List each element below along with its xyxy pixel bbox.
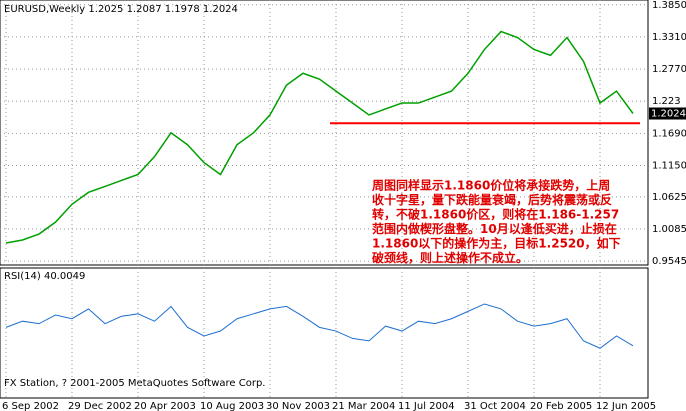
- x-tick-label: 20 Feb 2005: [530, 401, 592, 411]
- last-price: 1.2024: [651, 109, 686, 120]
- x-tick-label: 12 Jun 2005: [596, 401, 656, 411]
- y-tick-label: 1.2770: [652, 64, 686, 75]
- y-tick-label: 1.0085: [652, 224, 686, 235]
- annotation: 转，不破1.1860价区，则将在1.186-1.257: [372, 207, 619, 222]
- y-tick-label: 1.223: [652, 96, 681, 107]
- price-panel: [0, 0, 649, 266]
- annotation: 1.1860以下的操作为主，目标1.2520，如下: [372, 236, 621, 251]
- x-tick-label: 20 Apr 2003: [134, 401, 196, 411]
- annotation: 破颈线，则上述操作不成立。: [372, 250, 528, 265]
- x-tick-label: 11 Jul 2004: [398, 401, 455, 411]
- x-tick-label: 30 Nov 2003: [266, 401, 330, 411]
- y-tick-label: 0.9545: [652, 256, 686, 267]
- rsi-label: RSI(14) 40.0049: [4, 271, 85, 282]
- rsi-line: [5, 303, 634, 349]
- annotation: 收十字星，量下跌能量衰竭，后势将震荡或反: [372, 192, 612, 207]
- y-tick-label: 1.3310: [652, 32, 686, 43]
- x-tick-label: 6 Sep 2002: [2, 401, 59, 411]
- x-tick-label: 31 Oct 2004: [464, 401, 526, 411]
- rsi-panel: [0, 267, 649, 399]
- y-tick-label: 1.3850: [652, 0, 686, 11]
- chart-title: EURUSD,Weekly 1.2025 1.2087 1.1978 1.202…: [4, 4, 238, 15]
- y-tick-label: 1.0625: [652, 192, 686, 203]
- x-tick-label: 29 Dec 2002: [68, 401, 132, 411]
- annotation: 范围内做楔形盘整。10月以逢低买进，止损在: [372, 221, 617, 236]
- y-tick-label: 1.1150: [652, 161, 686, 172]
- y-tick-label: 1.1690: [652, 128, 686, 139]
- footer: FX Station, ? 2001-2005 MetaQuotes Softw…: [4, 378, 265, 389]
- x-tick-label: 10 Aug 2003: [200, 401, 264, 411]
- x-tick-label: 21 Mar 2004: [332, 401, 395, 411]
- price-box: [649, 107, 686, 120]
- price-line: [5, 30, 634, 244]
- annotation: 周图同样显示1.1860价位将承接跌势，上周: [372, 178, 610, 193]
